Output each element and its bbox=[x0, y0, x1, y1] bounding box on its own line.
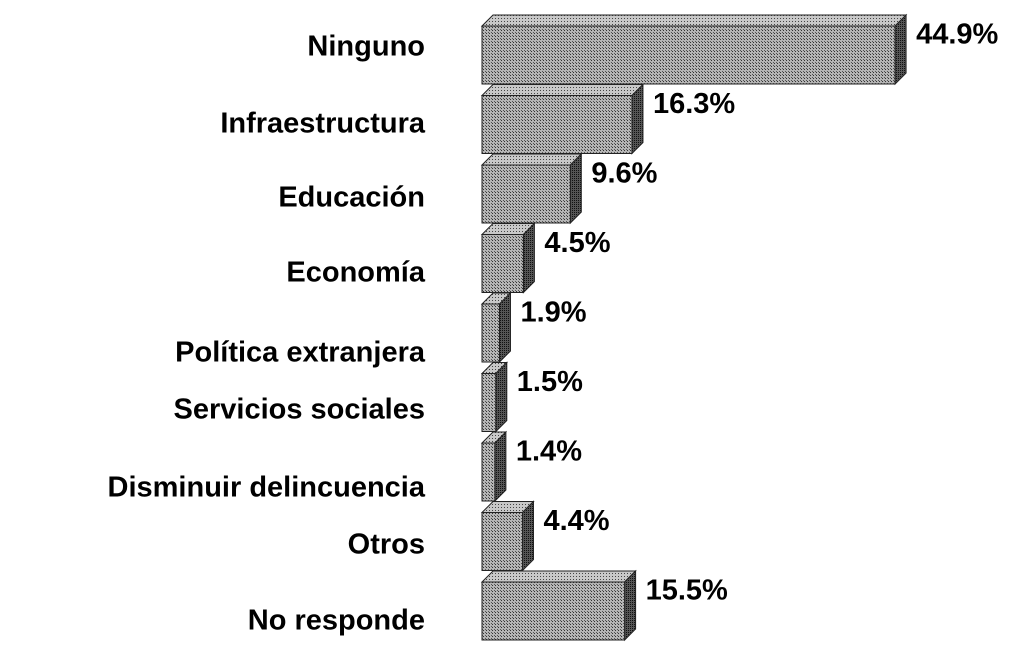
bar-side bbox=[495, 361, 508, 433]
category-label: No responde bbox=[248, 605, 425, 637]
bar-side bbox=[624, 569, 637, 642]
value-label: 1.4% bbox=[516, 436, 582, 468]
bar-side bbox=[522, 222, 535, 294]
bar-side bbox=[494, 430, 507, 503]
value-label: 4.5% bbox=[544, 227, 610, 259]
value-label: 16.3% bbox=[653, 88, 735, 120]
bar bbox=[481, 373, 497, 432]
category-label: Servicios sociales bbox=[174, 394, 426, 426]
value-label: 1.5% bbox=[517, 366, 583, 398]
value-label: 1.9% bbox=[520, 297, 586, 329]
bar bbox=[481, 442, 496, 502]
bar-top bbox=[480, 14, 908, 27]
category-label: Infraestructura bbox=[220, 108, 426, 140]
bar bbox=[481, 25, 896, 85]
bar bbox=[481, 303, 500, 363]
bar-side bbox=[631, 83, 644, 155]
value-label: 4.4% bbox=[543, 505, 609, 537]
bar-side bbox=[498, 291, 511, 364]
bar-side bbox=[569, 152, 582, 225]
category-label: Economía bbox=[286, 257, 425, 289]
bar bbox=[481, 512, 523, 571]
value-label: 9.6% bbox=[591, 158, 657, 190]
bar bbox=[481, 234, 524, 293]
bar bbox=[481, 581, 626, 641]
value-label: 44.9% bbox=[916, 19, 998, 51]
category-label: Política extranjera bbox=[175, 337, 426, 369]
value-label: 15.5% bbox=[646, 575, 728, 607]
category-label: Disminuir delincuencia bbox=[108, 472, 426, 504]
category-label: Otros bbox=[348, 529, 425, 561]
bar-top bbox=[480, 570, 637, 583]
category-label: Ninguno bbox=[307, 31, 425, 63]
bar-top bbox=[480, 153, 583, 166]
bar-side bbox=[521, 500, 534, 572]
bar-top bbox=[480, 84, 645, 96]
bar-side bbox=[894, 13, 907, 86]
bar bbox=[481, 164, 571, 224]
category-label: Educación bbox=[278, 182, 425, 214]
bar bbox=[481, 95, 633, 154]
